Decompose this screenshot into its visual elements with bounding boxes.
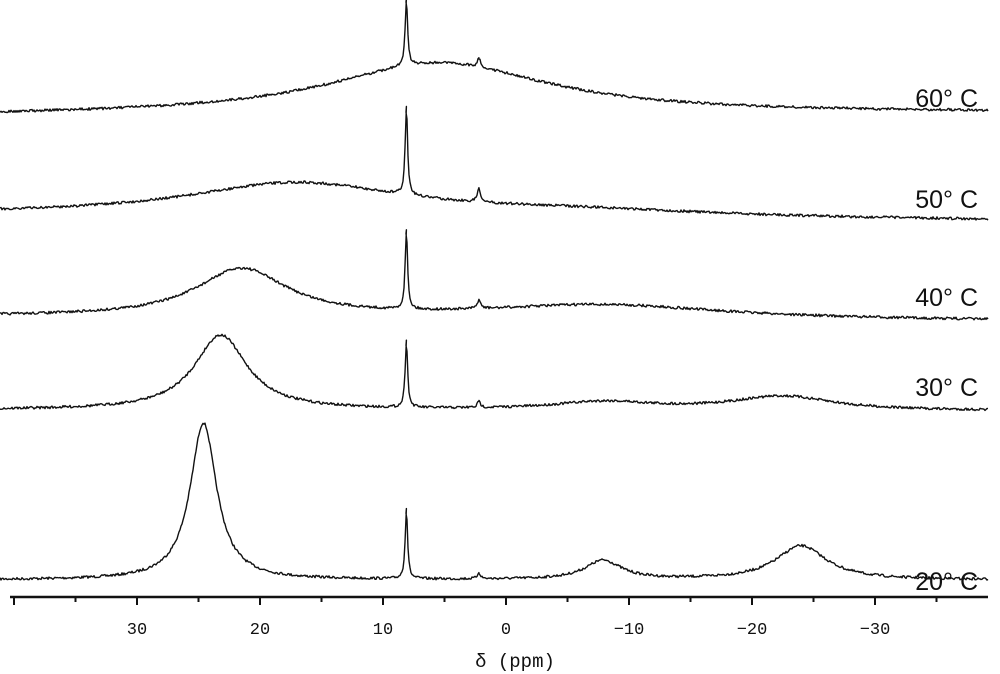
series-label-20c: 20° C: [915, 568, 978, 596]
spectrum-trace-50c: [0, 105, 989, 221]
series-label-60c: 60° C: [915, 85, 978, 113]
series-label-30c: 30° C: [915, 374, 978, 402]
spectrum-trace-60c: [0, 0, 989, 114]
x-axis-title: δ (ppm): [475, 651, 555, 673]
spectrum-trace-20c: [0, 422, 989, 581]
spectra-traces: [0, 0, 989, 581]
tick-label: −20: [737, 621, 768, 640]
x-axis-ticks: [13, 597, 938, 605]
spectrum-trace-40c: [0, 229, 989, 321]
spectrum-trace-30c: [0, 333, 989, 412]
tick-label: 30: [127, 621, 147, 640]
tick-label: −30: [860, 621, 891, 640]
tick-label: 0: [501, 621, 511, 640]
tick-label: 20: [250, 621, 270, 640]
tick-label: −10: [614, 621, 645, 640]
tick-label: 10: [373, 621, 393, 640]
series-label-50c: 50° C: [915, 186, 978, 214]
series-labels: 20° C 30° C 40° C 50° C 60° C: [915, 85, 978, 596]
x-axis: 30 20 10 0 −10 −20 −30 δ (ppm): [10, 595, 988, 673]
series-label-40c: 40° C: [915, 284, 978, 312]
x-axis-tick-labels: 30 20 10 0 −10 −20 −30: [127, 621, 891, 640]
